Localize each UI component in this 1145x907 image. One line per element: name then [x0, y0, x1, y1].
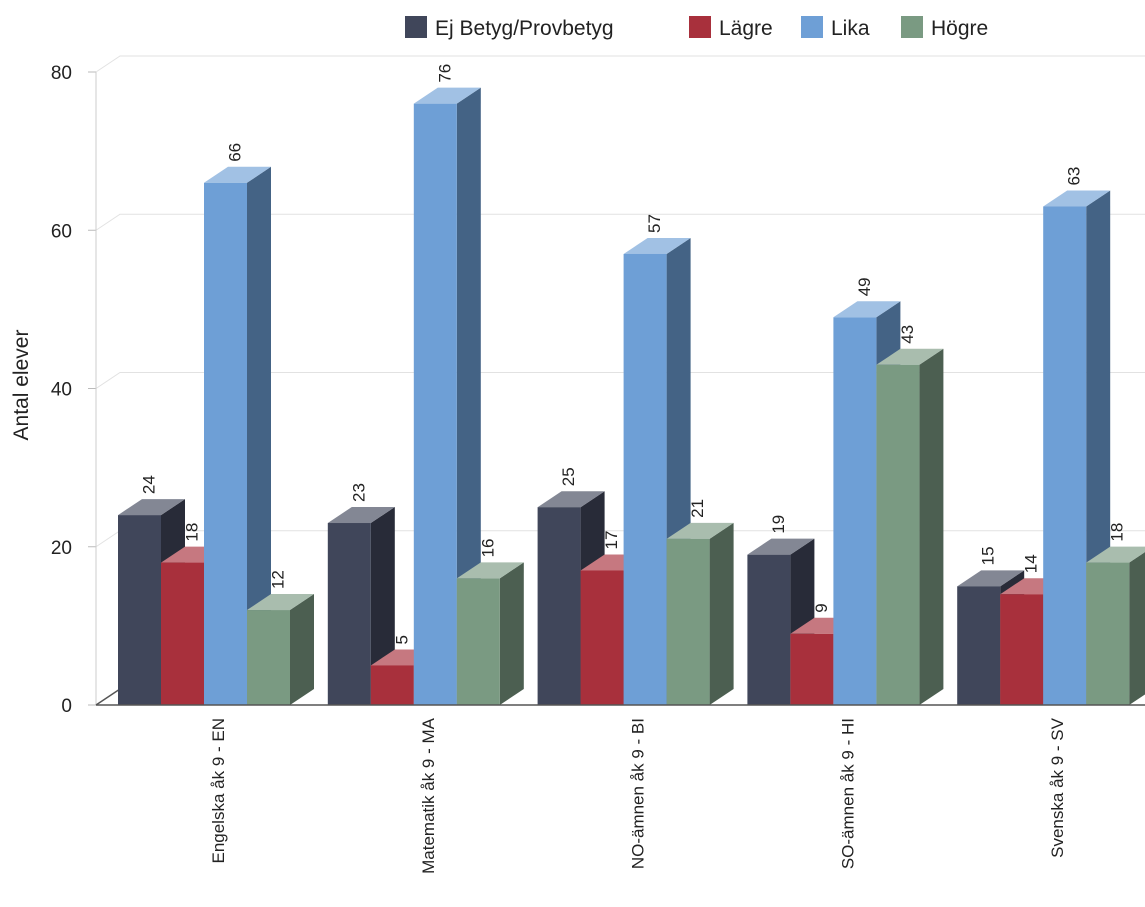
legend-swatch [405, 16, 427, 38]
data-label: 76 [435, 64, 454, 83]
legend-swatch [801, 16, 823, 38]
data-label: 66 [226, 143, 245, 162]
bar-top [1043, 190, 1111, 207]
bar-top [666, 522, 734, 539]
bar-front [666, 538, 710, 705]
bar-top [247, 594, 314, 611]
data-label: 23 [349, 483, 368, 502]
legend-label: Lägre [719, 17, 773, 40]
bar-top [957, 570, 1025, 587]
bar-top [413, 87, 481, 104]
y-axis: 0 20 40 60 80 [51, 63, 121, 717]
bar-top [537, 491, 605, 508]
bar-front [1000, 594, 1044, 705]
data-label: 63 [1065, 167, 1084, 186]
data-label: 9 [812, 603, 831, 612]
y-axis-title: Antal elever [10, 330, 33, 441]
x-category-label: Engelska åk 9 - EN [209, 718, 228, 864]
data-label: 18 [183, 523, 202, 542]
bar-front [580, 570, 624, 705]
legend-label: Högre [931, 17, 988, 40]
data-label: 16 [478, 538, 497, 557]
bar-front [456, 578, 500, 705]
bar-top [118, 499, 185, 516]
bar-top [876, 348, 944, 365]
legend-label: Ej Betyg/Provbetyg [435, 17, 614, 40]
bar-side [709, 522, 734, 705]
data-label: 5 [392, 635, 411, 644]
bar-front [413, 103, 457, 705]
bar-front [623, 253, 667, 706]
bar-front [1043, 206, 1087, 705]
bar-top [623, 237, 691, 254]
bar-top [327, 507, 395, 524]
bar-top [833, 301, 901, 318]
bar [666, 522, 734, 705]
data-label: 57 [645, 214, 664, 233]
bar [876, 348, 944, 705]
legend-swatch [689, 16, 711, 38]
bar-side [919, 348, 944, 705]
bar-front [876, 364, 920, 705]
bar-front [833, 317, 877, 705]
bar-front [118, 515, 161, 705]
bar-front [790, 633, 834, 705]
data-label: 14 [1022, 554, 1041, 573]
data-label: 24 [140, 475, 159, 494]
data-label: 12 [269, 570, 288, 589]
bar-top [456, 562, 524, 579]
bar-front [327, 523, 371, 705]
data-label: 17 [602, 531, 621, 550]
data-label: 18 [1108, 523, 1127, 542]
x-axis: Engelska åk 9 - EN Matematik åk 9 - MA NO-… [96, 704, 1145, 874]
bar-front [1086, 562, 1130, 705]
y-tick-label: 80 [51, 63, 72, 84]
bar-front [247, 610, 290, 705]
bar-front [370, 665, 414, 705]
data-labels: 24 18 66 12 23 5 76 16 25 17 57 21 19 9 49 43 15 14 63 18 [140, 64, 1127, 645]
bar-side [456, 87, 481, 705]
y-tick-label: 40 [51, 380, 72, 401]
y-tick-label: 20 [51, 538, 72, 559]
data-label: 21 [688, 499, 707, 518]
bar [247, 594, 314, 705]
y-tick-label: 0 [61, 696, 72, 717]
x-category-label: Svenska åk 9 - SV [1048, 717, 1067, 858]
data-label: 15 [979, 546, 998, 565]
bar [413, 87, 481, 705]
bar-side [247, 166, 271, 705]
bars [118, 87, 1145, 706]
bar [204, 166, 271, 705]
legend: Ej Betyg/Provbetyg Lägre Lika Högre [405, 16, 988, 40]
data-label: 25 [559, 467, 578, 486]
x-category-label: SO-ämnen åk 9 - HI [838, 718, 857, 869]
bar-top [747, 538, 815, 555]
bar-front [747, 554, 791, 705]
bar [456, 562, 524, 705]
bar-front [957, 586, 1001, 705]
x-category-label: Matematik åk 9 - MA [419, 717, 438, 874]
legend-swatch [901, 16, 923, 38]
data-label: 19 [769, 515, 788, 534]
legend-label: Lika [831, 17, 870, 40]
x-category-label: NO-ämnen åk 9 - BI [629, 718, 648, 869]
bar-top [1086, 546, 1145, 563]
data-label: 49 [855, 277, 874, 296]
gridline [95, 372, 1145, 389]
bar-front [161, 562, 204, 705]
bar-top [204, 166, 271, 183]
data-label: 43 [898, 325, 917, 344]
gridline [95, 213, 1145, 231]
y-tick-label: 60 [51, 221, 72, 242]
baseline-depth [95, 688, 121, 706]
bar-side [499, 562, 524, 705]
bar-front [204, 182, 247, 705]
bar-side [290, 594, 314, 705]
bar-side [1129, 552, 1145, 705]
bar [1086, 546, 1145, 705]
gridline [95, 55, 1145, 73]
bar-front [537, 507, 581, 705]
